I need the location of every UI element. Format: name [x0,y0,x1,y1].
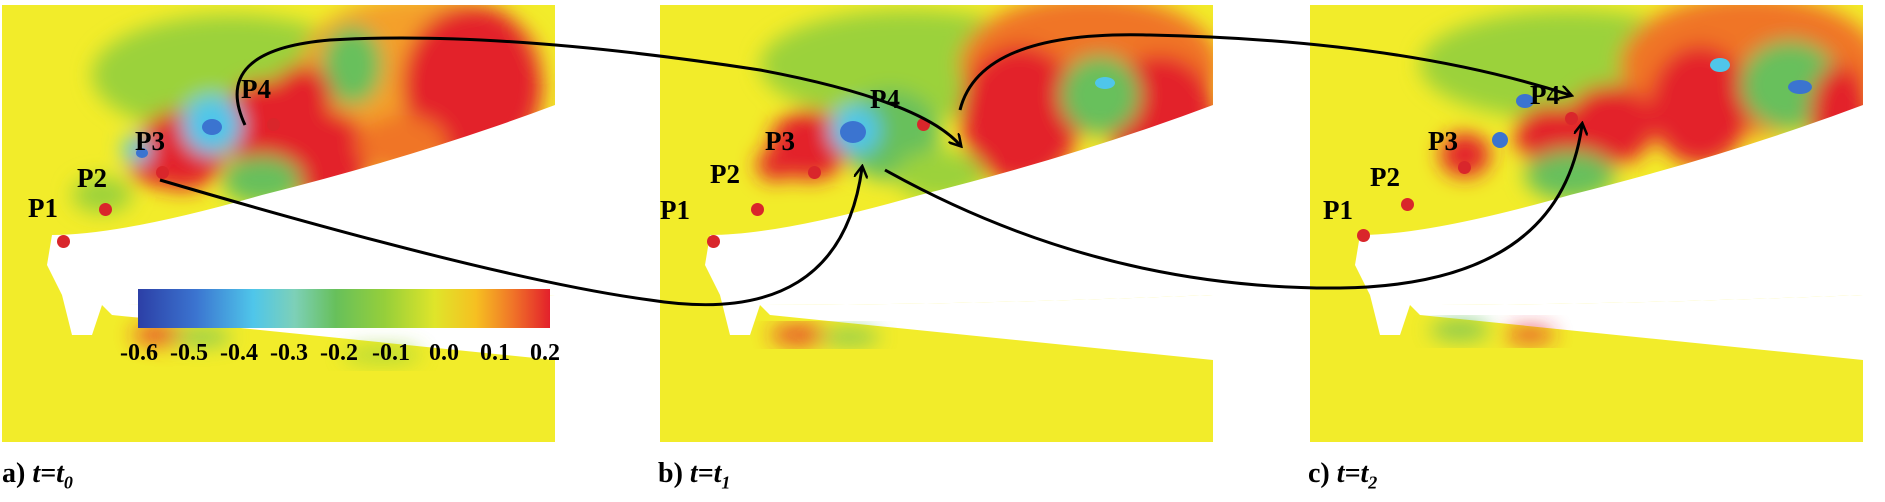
probe-label-p1: P1 [660,195,690,225]
probe-label-p3: P3 [135,126,165,156]
caption-time: t=t [1336,458,1369,489]
caption-letter: c) [1308,458,1330,489]
probe-label-p2: P2 [1370,162,1400,192]
contour-field-b [660,5,1213,442]
colorbar-tick: -0.6 [120,340,158,366]
probe-label-p1: P1 [28,193,58,223]
colorbar-tick: -0.1 [372,340,410,366]
probe-label-p3: P3 [1428,126,1458,156]
probe-dot [156,166,169,179]
probe-dot [751,203,764,216]
contour-field-c [1310,5,1863,442]
contour-field-a [2,5,555,442]
probe-dot [1401,198,1414,211]
probe-dot [1458,161,1471,174]
colorbar-tick: -0.5 [170,340,208,366]
arrow-path [159,168,862,307]
probe-dot [1357,229,1370,242]
probe-dot [808,166,821,179]
panel-b [660,5,1213,442]
caption-letter: b) [658,458,683,489]
caption-time: t=t [32,458,64,489]
caption-subscript: 2 [1368,472,1378,493]
caption-subscript: 0 [63,472,73,493]
colorbar-tick: -0.3 [270,340,308,366]
caption-letter: a) [2,458,26,489]
probe-dot [99,203,112,216]
caption-b: b) t=t1 [658,458,730,494]
probe-label-p2: P2 [710,159,740,189]
arrow-path [884,125,1582,290]
probe-label-p2: P2 [77,163,107,193]
panel-c [1310,5,1863,442]
colorbar-tick: 0.0 [429,340,459,366]
probe-dot [267,118,280,131]
probe-label-p1: P1 [1323,195,1353,225]
caption-subscript: 1 [721,472,731,493]
colorbar-tick: 0.2 [530,340,560,366]
probe-dot [707,235,720,248]
probe-dot [57,235,70,248]
caption-a: a) t=t0 [2,458,73,494]
colorbar-tick: -0.2 [320,340,358,366]
arrow-path [958,33,1570,111]
colorbar-tick: 0.1 [480,340,510,366]
colorbar-tick: -0.4 [220,340,258,366]
caption-c: c) t=t2 [1308,458,1377,494]
probe-label-p3: P3 [765,126,795,156]
panel-a [2,5,555,442]
probe-label-p4: P4 [241,74,271,104]
colorbar [138,289,550,328]
caption-time: t=t [689,458,722,489]
arrow-path [235,36,960,145]
